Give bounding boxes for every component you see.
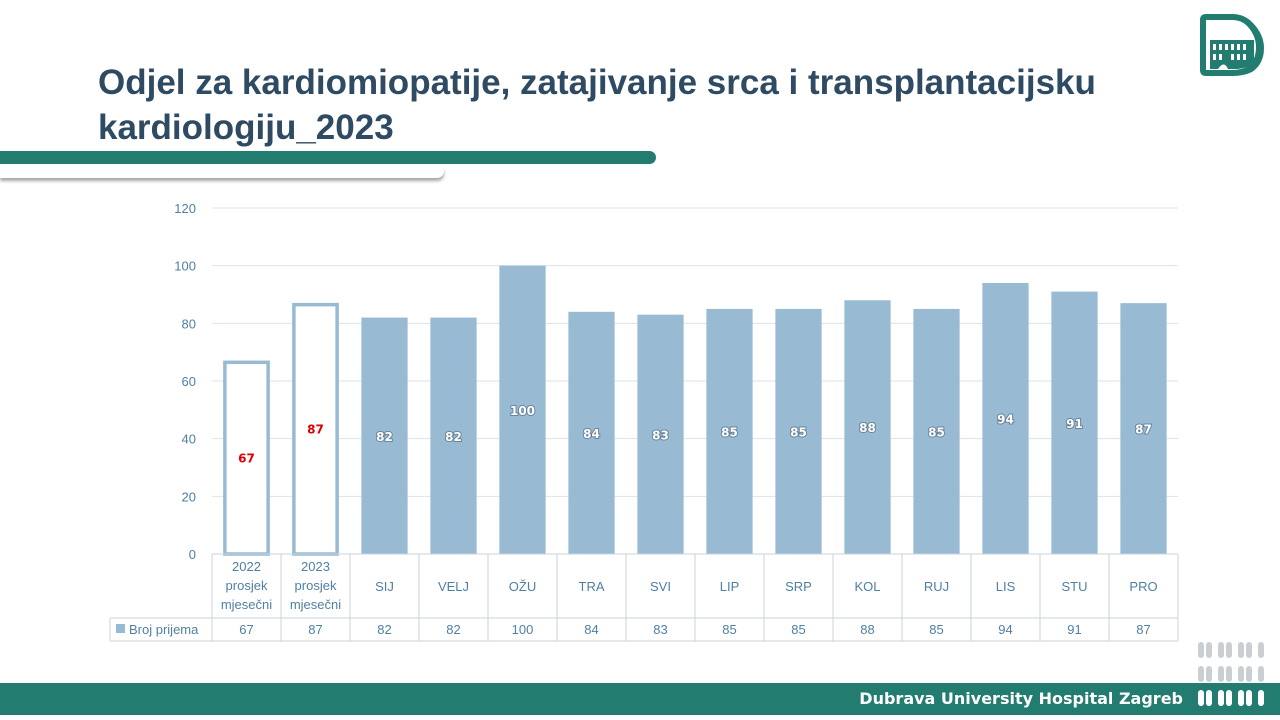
bar bbox=[775, 308, 822, 554]
table-value: 85 bbox=[791, 622, 805, 637]
table-value: 83 bbox=[653, 622, 667, 637]
admissions-bar-chart: 0 20 40 60 80 100 120 67 87 82 82 100 84 83 85 85 88 85 94… bbox=[109, 201, 1179, 642]
decor-dot bbox=[1246, 642, 1252, 658]
category-label: STU bbox=[1062, 579, 1088, 594]
decor-dots-top bbox=[1188, 640, 1268, 662]
decor-dot bbox=[1198, 642, 1204, 658]
decor-dot bbox=[1258, 666, 1264, 682]
category-label: prosjek bbox=[226, 578, 268, 593]
slide-title: Odjel za kardiomiopatije, zatajivanje sr… bbox=[98, 63, 1096, 147]
footer-hospital-name: Dubrava University Hospital Zagreb bbox=[859, 689, 1183, 708]
decor-dot bbox=[1198, 666, 1204, 682]
table-value: 94 bbox=[998, 622, 1012, 637]
bar-data-label: 100 bbox=[510, 404, 535, 418]
y-tick-label: 80 bbox=[182, 316, 196, 331]
category-label: mjesečni bbox=[221, 597, 272, 612]
hospital-logo-icon bbox=[1198, 12, 1268, 78]
bar-data-label: 67 bbox=[238, 451, 255, 465]
y-tick-label: 60 bbox=[182, 374, 196, 389]
y-tick-label: 20 bbox=[182, 489, 196, 504]
bar-data-label: 83 bbox=[652, 428, 669, 442]
bar-data-label: 88 bbox=[859, 421, 876, 435]
decor-dots-footer bbox=[1188, 688, 1268, 710]
table-value: 85 bbox=[929, 622, 943, 637]
category-label: KOL bbox=[854, 579, 880, 594]
bar-data-label: 87 bbox=[1135, 423, 1152, 437]
category-label: RUJ bbox=[924, 579, 949, 594]
legend-key bbox=[116, 624, 125, 633]
category-label: mjesečni bbox=[290, 597, 341, 612]
bar bbox=[706, 308, 753, 554]
bar-data-label: 85 bbox=[928, 425, 945, 439]
decor-dot bbox=[1226, 690, 1232, 706]
bar-data-label: 94 bbox=[997, 412, 1014, 426]
decor-dot bbox=[1206, 642, 1212, 658]
bar bbox=[1051, 291, 1098, 554]
decor-dot bbox=[1226, 666, 1232, 682]
bar-data-label: 84 bbox=[583, 427, 600, 441]
category-label: LIS bbox=[996, 579, 1016, 594]
table-value: 67 bbox=[239, 622, 253, 637]
title-underline-green bbox=[0, 151, 656, 164]
decor-dot bbox=[1198, 690, 1204, 706]
bar-data-label: 85 bbox=[721, 425, 738, 439]
decor-dot bbox=[1238, 666, 1244, 682]
category-label: SVI bbox=[650, 579, 671, 594]
bar bbox=[361, 317, 408, 554]
category-label: PRO bbox=[1129, 579, 1157, 594]
category-label: 2023 bbox=[301, 559, 330, 574]
category-label: LIP bbox=[720, 579, 740, 594]
table-value: 91 bbox=[1067, 622, 1081, 637]
category-label: 2022 bbox=[232, 559, 261, 574]
y-tick-label: 0 bbox=[189, 547, 196, 562]
bar-data-label: 85 bbox=[790, 425, 807, 439]
category-label: TRA bbox=[579, 579, 605, 594]
table-value: 100 bbox=[512, 622, 534, 637]
bar bbox=[1120, 303, 1167, 554]
category-label: SIJ bbox=[375, 579, 394, 594]
bar-data-label: 82 bbox=[376, 430, 393, 444]
bar-data-label: 91 bbox=[1066, 417, 1083, 431]
table-value: 84 bbox=[584, 622, 598, 637]
y-tick-label: 40 bbox=[182, 432, 196, 447]
decor-dot bbox=[1258, 690, 1264, 706]
table-value: 85 bbox=[722, 622, 736, 637]
bar bbox=[430, 317, 477, 554]
category-label: prosjek bbox=[295, 578, 337, 593]
decor-dot bbox=[1258, 642, 1264, 658]
footer-bar bbox=[0, 683, 1280, 715]
table-value: 82 bbox=[377, 622, 391, 637]
decor-dot bbox=[1226, 642, 1232, 658]
bar bbox=[982, 282, 1029, 554]
legend-series-name: Broj prijema bbox=[129, 622, 199, 637]
table-value: 82 bbox=[446, 622, 460, 637]
table-value: 87 bbox=[1136, 622, 1150, 637]
y-tick-label: 100 bbox=[174, 259, 196, 274]
decor-dot bbox=[1246, 666, 1252, 682]
bar bbox=[499, 265, 546, 554]
title-underline-white bbox=[0, 164, 444, 178]
decor-dots-middle bbox=[1188, 664, 1268, 686]
table-value: 87 bbox=[308, 622, 322, 637]
decor-dot bbox=[1218, 690, 1224, 706]
decor-dot bbox=[1218, 642, 1224, 658]
decor-dot bbox=[1246, 690, 1252, 706]
decor-dot bbox=[1206, 690, 1212, 706]
table-value: 88 bbox=[860, 622, 874, 637]
bar bbox=[637, 314, 684, 554]
bar bbox=[844, 300, 891, 554]
category-label: OŽU bbox=[509, 579, 536, 594]
decor-dot bbox=[1218, 666, 1224, 682]
bar-data-label: 87 bbox=[307, 423, 324, 437]
bar-outlined bbox=[292, 302, 339, 556]
decor-dot bbox=[1238, 690, 1244, 706]
decor-dot bbox=[1238, 642, 1244, 658]
y-tick-label: 120 bbox=[174, 201, 196, 216]
bar bbox=[568, 311, 615, 554]
decor-dot bbox=[1206, 666, 1212, 682]
category-label: VELJ bbox=[438, 579, 469, 594]
category-label: SRP bbox=[785, 579, 812, 594]
bar bbox=[913, 308, 960, 554]
bar-data-label: 82 bbox=[445, 430, 462, 444]
